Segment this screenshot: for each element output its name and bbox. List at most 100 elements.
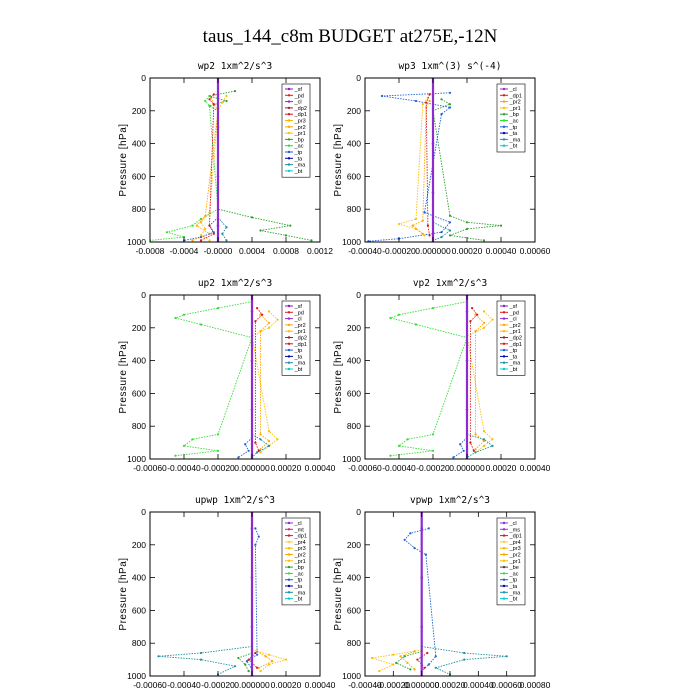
panel-3: up2 1xm^2/s^3 Pressure [hPa] 0 200 400 600 800… — [118, 278, 336, 473]
legend-entry: _bp — [294, 565, 304, 571]
y-tick-label: 200 — [132, 106, 146, 116]
y-tick-label: 1000 — [127, 454, 146, 464]
legend-entry: _cl — [509, 87, 517, 93]
x-tick-label: 0.0008 — [273, 246, 299, 256]
data-point-pr1 — [371, 656, 374, 660]
data-point-tp — [409, 532, 412, 535]
legend-entry: _pd — [509, 310, 519, 316]
data-point-dp1 — [199, 239, 203, 242]
y-tick-label: 600 — [347, 171, 361, 181]
data-point-pr2 — [482, 439, 486, 443]
legend-entry: _bt — [294, 169, 303, 175]
legend-marker — [287, 553, 291, 556]
data-point-bp — [250, 216, 254, 219]
series-line-pr1 — [466, 311, 494, 453]
data-point-tp — [244, 443, 247, 446]
data-point-pr2 — [191, 239, 194, 242]
series-line-tp — [368, 92, 452, 242]
y-axis-label: Pressure [hPa] — [333, 557, 344, 630]
legend-marker — [502, 330, 506, 333]
legend-entry: _dp1 — [509, 93, 522, 99]
data-point-dp1 — [426, 651, 429, 655]
legend-marker — [287, 317, 291, 320]
data-point-ac — [204, 99, 207, 103]
legend-entry: _pr2 — [509, 323, 521, 329]
data-point-ma — [482, 438, 486, 441]
data-point-cl — [216, 125, 220, 129]
data-point-bp — [403, 655, 406, 658]
data-point-dp1 — [428, 234, 431, 237]
legend-entry: _ta — [509, 584, 519, 590]
data-point-ac — [208, 104, 211, 107]
series-group — [389, 295, 494, 459]
panel-4: vp2 1xm^2/s^3 Pressure [hPa] 0 200 400 600 800… — [333, 278, 551, 473]
series-line-ma — [251, 434, 270, 458]
data-point-cl — [250, 408, 254, 412]
data-point-ma — [474, 451, 477, 454]
panel-title: wp2 1xm^2/s^3 — [198, 61, 272, 72]
series-line-pr1 — [371, 649, 422, 672]
x-tick-label: -0.00040 — [167, 680, 201, 690]
data-point-tp — [427, 527, 430, 530]
y-tick-label: 600 — [132, 388, 146, 398]
data-point-pr2 — [399, 655, 402, 658]
x-tick-label: -0.00040 — [348, 246, 382, 256]
data-point-pr1 — [267, 326, 271, 329]
legend-marker — [502, 125, 506, 128]
series-line-pr2 — [256, 651, 274, 669]
data-point-ac — [216, 449, 220, 452]
legend-entry: _ta — [509, 354, 519, 360]
legend-box — [281, 83, 311, 178]
series-line-pr2 — [475, 314, 485, 450]
legend-marker — [502, 547, 506, 550]
legend-marker — [287, 144, 291, 147]
y-tick-label: 400 — [132, 139, 146, 149]
data-point-pr1 — [423, 234, 426, 237]
data-point-dp1 — [212, 232, 215, 235]
series-line-pr1 — [397, 97, 429, 236]
legend-entry: _pd — [294, 93, 304, 99]
legend-entry: _pr2 — [294, 125, 306, 131]
legend-entry: _pr1 — [509, 559, 521, 565]
legend-marker — [287, 304, 291, 308]
figure-title: taus_144_c8m BUDGET at275E,-12N — [203, 26, 498, 47]
data-point-cl — [420, 527, 424, 530]
legend-entry: _pr1 — [294, 329, 306, 335]
legend-marker — [287, 336, 291, 339]
data-point-bp — [395, 661, 398, 665]
data-point-tp — [423, 211, 426, 214]
series-line-ac — [389, 301, 468, 457]
legend-entry: _dp1 — [294, 112, 307, 118]
x-tick-label: -0.00040 — [167, 463, 201, 473]
legend-marker — [502, 317, 506, 320]
legend-entry: _pr3 — [294, 119, 306, 125]
data-point-cl — [465, 359, 469, 362]
data-point-ma — [463, 658, 466, 661]
y-axis-label: Pressure [hPa] — [118, 123, 129, 196]
legend-marker — [502, 540, 506, 544]
data-point-cl — [250, 576, 254, 579]
x-tick-label: 0.00040 — [305, 463, 336, 473]
data-point-tp — [212, 231, 215, 234]
legend-entry: _ac — [294, 571, 304, 577]
legend-entry: _ta — [294, 584, 304, 590]
x-tick-label: 0.000000 — [404, 680, 440, 690]
data-point-tp — [257, 535, 260, 538]
data-point-pr2 — [413, 650, 416, 653]
legend-entry: _bt — [509, 597, 518, 603]
data-point-tp — [427, 663, 430, 666]
data-point-ac — [397, 313, 401, 316]
data-point-bp — [225, 99, 228, 103]
y-tick-label: 600 — [347, 605, 361, 615]
legend-marker — [287, 584, 291, 588]
legend-marker — [287, 163, 291, 166]
legend-marker — [502, 336, 506, 339]
data-point-pr1 — [267, 430, 271, 433]
legend-entry: _tp — [509, 578, 518, 584]
legend-marker — [502, 348, 506, 352]
data-point-tp — [245, 660, 248, 663]
data-point-ac — [191, 438, 194, 441]
legend-entry: _dp1 — [509, 342, 522, 348]
legend-entry: _ta — [294, 156, 304, 162]
